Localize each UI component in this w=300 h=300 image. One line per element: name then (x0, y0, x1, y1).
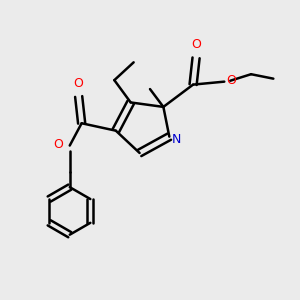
Text: O: O (226, 74, 236, 87)
Text: N: N (172, 133, 182, 146)
Text: O: O (53, 138, 63, 151)
Text: O: O (74, 77, 84, 90)
Text: O: O (191, 38, 201, 51)
